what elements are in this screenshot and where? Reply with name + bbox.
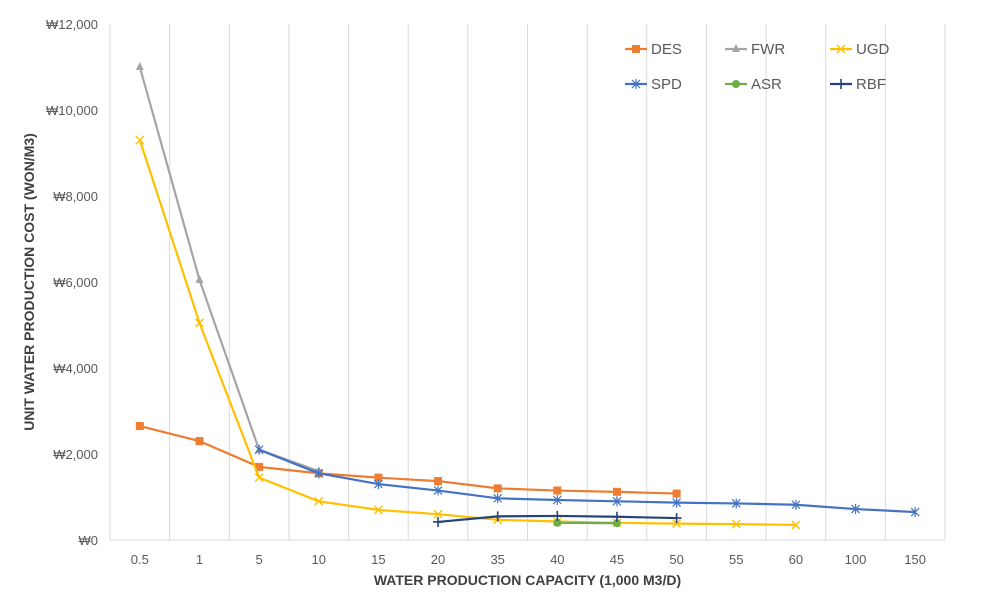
data-point xyxy=(492,511,503,522)
data-point xyxy=(135,135,145,145)
data-point xyxy=(791,499,801,510)
data-point xyxy=(910,507,920,518)
legend-label: DES xyxy=(651,41,682,58)
legend-item-des: DES xyxy=(625,41,682,58)
series-line xyxy=(139,424,677,495)
data-point xyxy=(135,62,144,70)
series-line xyxy=(258,448,916,514)
data-point xyxy=(672,497,682,508)
data-point xyxy=(434,477,443,486)
y-tick-label: ₩2,000 xyxy=(53,447,98,462)
legend-item-asr: ASR xyxy=(725,76,782,93)
x-tick-label: 50 xyxy=(669,552,683,567)
legend-item-rbf: RBF xyxy=(830,76,886,93)
data-point xyxy=(373,479,383,490)
series-spd xyxy=(254,444,920,518)
data-point xyxy=(314,468,324,479)
data-point xyxy=(851,504,860,515)
x-tick-label: 100 xyxy=(845,552,867,567)
y-tick-label: ₩0 xyxy=(79,533,99,548)
x-tick-label: 35 xyxy=(490,552,504,567)
legend-label: RBF xyxy=(856,76,886,93)
legend-marker xyxy=(836,44,846,54)
data-point xyxy=(612,519,621,528)
series-line xyxy=(138,139,796,527)
legend-marker xyxy=(732,44,740,52)
y-tick-label: ₩10,000 xyxy=(46,103,98,118)
data-point xyxy=(195,274,204,283)
x-tick-label: 5 xyxy=(255,552,262,567)
data-point xyxy=(374,473,383,482)
data-point xyxy=(791,520,801,530)
data-point xyxy=(194,318,204,328)
series-asr xyxy=(553,518,621,528)
legend-item-ugd: UGD xyxy=(830,41,890,58)
data-point xyxy=(672,489,681,498)
x-tick-label: 10 xyxy=(312,552,326,567)
series-layer xyxy=(135,62,920,530)
gridlines xyxy=(109,24,946,540)
tick-labels: ₩0 ₩2,000 ₩4,000 ₩6,000 ₩8,000 ₩10,000 ₩12,000… xyxy=(46,17,926,567)
y-tick-label: ₩12,000 xyxy=(46,17,98,32)
data-point xyxy=(493,484,502,493)
data-point xyxy=(731,498,741,509)
data-point xyxy=(135,422,144,431)
data-point xyxy=(731,519,741,529)
x-tick-label: 40 xyxy=(550,552,564,567)
legend-marker xyxy=(836,79,846,89)
y-tick-label: ₩8,000 xyxy=(53,189,98,204)
x-tick-label: 55 xyxy=(729,552,743,567)
x-axis-title: WATER PRODUCTION CAPACITY (1,000 M3/D) xyxy=(374,572,681,588)
data-point xyxy=(552,510,563,521)
legend-marker xyxy=(732,80,740,88)
data-point xyxy=(433,516,444,527)
y-tick-label: ₩4,000 xyxy=(53,361,98,376)
data-point xyxy=(195,437,204,446)
legend-label: SPD xyxy=(651,76,682,93)
data-point xyxy=(552,495,562,506)
y-axis-title: UNIT WATER PRODUCTION COST (WON/M3) xyxy=(21,133,37,431)
data-point xyxy=(493,493,503,504)
data-point xyxy=(553,486,562,495)
x-tick-label: 60 xyxy=(789,552,803,567)
series-rbf xyxy=(433,510,682,527)
data-point xyxy=(254,444,264,455)
data-point xyxy=(672,519,682,529)
y-tick-label: ₩6,000 xyxy=(53,275,98,290)
x-tick-label: 15 xyxy=(371,552,385,567)
legend-item-fwr: FWR xyxy=(725,41,785,58)
legend: DES FWR UGD SPD ASR RBF xyxy=(625,41,890,93)
legend-marker xyxy=(632,45,640,53)
data-point xyxy=(433,485,443,496)
x-tick-label: 20 xyxy=(431,552,445,567)
data-point xyxy=(612,496,622,507)
legend-label: UGD xyxy=(856,41,890,58)
legend-item-spd: SPD xyxy=(625,76,682,93)
data-point xyxy=(373,505,383,515)
data-point xyxy=(612,487,621,496)
x-tick-label: 0.5 xyxy=(131,552,149,567)
data-point xyxy=(611,511,622,522)
data-point xyxy=(433,509,443,519)
x-tick-label: 45 xyxy=(610,552,624,567)
legend-label: FWR xyxy=(751,41,785,58)
x-tick-label: 1 xyxy=(196,552,203,567)
data-point xyxy=(255,462,264,471)
data-point xyxy=(254,473,264,483)
data-point xyxy=(314,496,324,506)
legend-marker xyxy=(631,79,641,89)
data-point xyxy=(553,518,562,527)
data-point xyxy=(671,513,682,524)
x-tick-label: 150 xyxy=(904,552,926,567)
legend-label: ASR xyxy=(751,76,782,93)
